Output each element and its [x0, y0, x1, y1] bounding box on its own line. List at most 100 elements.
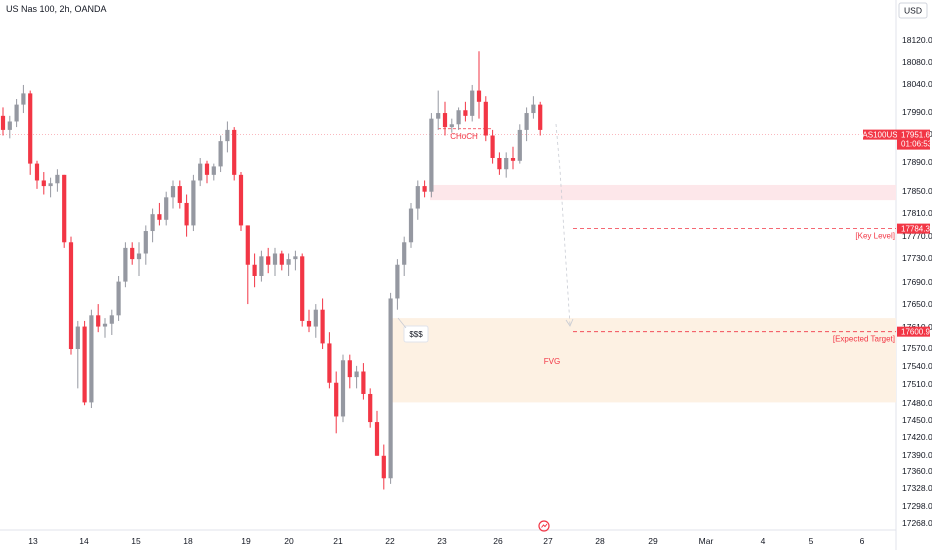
candle[interactable]	[157, 202, 162, 226]
candle[interactable]	[456, 107, 461, 130]
candle[interactable]	[334, 371, 339, 434]
candle[interactable]	[259, 250, 264, 282]
candle[interactable]	[306, 309, 312, 333]
candle[interactable]	[225, 121, 230, 153]
candle[interactable]	[116, 275, 121, 321]
candle[interactable]	[21, 84, 26, 114]
candle[interactable]	[75, 320, 80, 389]
time-axis[interactable]: 13 14 15 18 19 20 21 22 23 26 27 28 29 Mar 4 5 6	[28, 536, 864, 546]
candle[interactable]	[252, 253, 257, 288]
candle-body	[327, 343, 332, 383]
candle[interactable]	[293, 250, 298, 271]
currency-button[interactable]	[898, 2, 928, 19]
candle[interactable]	[381, 444, 386, 490]
candle[interactable]	[130, 242, 135, 265]
candle[interactable]	[232, 127, 237, 181]
candle[interactable]	[143, 225, 148, 265]
candle[interactable]	[497, 152, 502, 175]
annotations-layer: CHoCH $$$ FVG [Key Level] [Expected Target]	[397, 132, 895, 366]
price-tick-label: 17480.0	[902, 398, 932, 408]
candle[interactable]	[531, 96, 536, 119]
price-tick-label: 17650.0	[902, 299, 932, 309]
price-tick-label: 17390.0	[902, 450, 932, 460]
candle[interactable]	[476, 51, 482, 119]
candle[interactable]	[96, 304, 101, 333]
candle-body	[136, 253, 142, 260]
candle[interactable]	[538, 101, 543, 136]
candle[interactable]	[272, 247, 278, 276]
candle[interactable]	[62, 174, 67, 248]
candle[interactable]	[436, 90, 441, 130]
candle[interactable]	[218, 135, 223, 173]
candle[interactable]	[340, 354, 346, 423]
candle[interactable]	[184, 194, 189, 237]
candle[interactable]	[510, 146, 516, 170]
candle[interactable]	[483, 96, 488, 142]
candle[interactable]	[374, 410, 380, 456]
candle[interactable]	[150, 208, 155, 243]
candle[interactable]	[470, 84, 475, 122]
candle[interactable]	[504, 152, 509, 178]
candle[interactable]	[320, 298, 325, 350]
candle[interactable]	[0, 107, 6, 136]
candle[interactable]	[300, 253, 305, 327]
candle[interactable]	[7, 115, 12, 139]
candle[interactable]	[313, 304, 318, 338]
candle[interactable]	[238, 172, 244, 232]
candle[interactable]	[68, 236, 74, 355]
price-tick-label: 17570.0	[902, 343, 932, 353]
candle[interactable]	[354, 365, 359, 389]
candle[interactable]	[198, 157, 203, 187]
price-axis[interactable]: 18120.018080.018040.017990.017950.017890…	[902, 35, 932, 528]
candle[interactable]	[89, 309, 94, 409]
candle[interactable]	[170, 180, 176, 209]
candle[interactable]	[136, 242, 142, 276]
candle-body	[89, 315, 94, 403]
candle[interactable]	[211, 163, 216, 181]
candle[interactable]	[402, 236, 407, 276]
candle[interactable]	[109, 309, 114, 335]
candle[interactable]	[48, 177, 53, 198]
candle[interactable]	[415, 180, 420, 220]
candle[interactable]	[102, 318, 108, 338]
candle-body	[442, 113, 448, 128]
candle[interactable]	[517, 124, 522, 164]
price-tick-label: 17510.0	[902, 379, 932, 389]
candle[interactable]	[449, 118, 454, 133]
candle[interactable]	[327, 332, 332, 389]
candle-body	[381, 455, 386, 479]
time-tick-label: 18	[183, 536, 193, 546]
candle[interactable]	[368, 388, 373, 428]
candle[interactable]	[429, 113, 434, 198]
tradingview-logo-icon[interactable]	[538, 520, 550, 532]
candle[interactable]	[164, 191, 169, 226]
candle[interactable]	[28, 90, 33, 175]
candle[interactable]	[204, 160, 210, 184]
candle[interactable]	[279, 250, 284, 271]
candle[interactable]	[123, 242, 128, 288]
candle[interactable]	[245, 225, 250, 305]
candle[interactable]	[388, 292, 393, 484]
candle-body	[177, 186, 182, 203]
candle[interactable]	[34, 160, 40, 189]
candle[interactable]	[395, 259, 400, 310]
candle[interactable]	[347, 354, 352, 389]
candle[interactable]	[361, 363, 366, 400]
candles-layer[interactable]	[0, 51, 543, 490]
candle[interactable]	[177, 180, 182, 209]
candle[interactable]	[490, 129, 495, 164]
candle[interactable]	[14, 98, 19, 128]
candle[interactable]	[286, 253, 291, 276]
candle[interactable]	[191, 174, 196, 232]
candle-body	[82, 326, 87, 403]
candle[interactable]	[82, 320, 87, 406]
candle[interactable]	[41, 172, 46, 195]
candle[interactable]	[422, 180, 427, 198]
candle[interactable]	[442, 101, 448, 136]
candle[interactable]	[408, 202, 414, 248]
candle[interactable]	[524, 107, 529, 142]
candle[interactable]	[463, 101, 468, 122]
candle[interactable]	[55, 169, 60, 192]
candle[interactable]	[266, 247, 271, 274]
